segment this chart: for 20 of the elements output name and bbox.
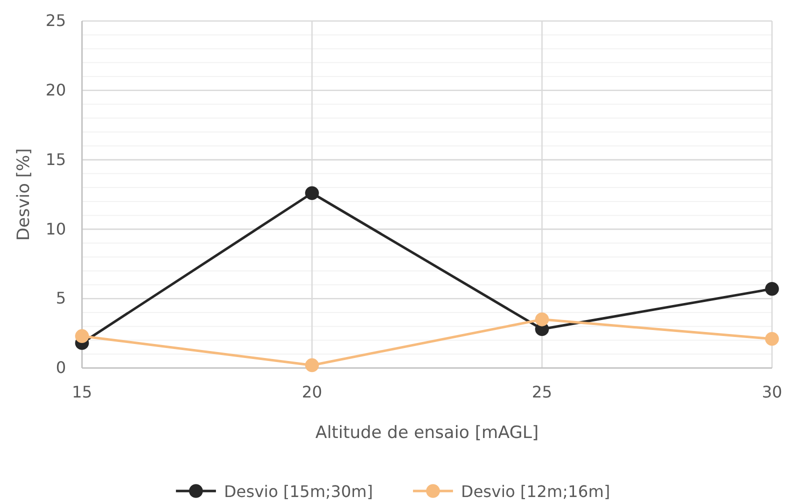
y-tick-label: 25 [46,11,66,30]
x-axis-title: Altitude de ensaio [mAGL] [315,423,539,443]
point [75,329,89,343]
x-tick-label: 30 [762,382,782,402]
point [305,186,319,200]
y-tick-label: 5 [56,288,66,308]
point [765,282,779,296]
x-tick-label: 20 [302,382,322,402]
y-tick-label: 0 [56,358,66,378]
legend-label: Desvio [15m;30m] [224,482,373,501]
point [305,358,319,372]
legend-label: Desvio [12m;16m] [461,482,610,501]
point [765,332,779,346]
x-tick-label: 25 [532,382,552,402]
y-tick-label: 15 [46,150,66,169]
y-tick-label: 20 [46,80,66,100]
point [535,312,549,326]
x-tick-label: 15 [72,382,92,402]
y-tick-label: 10 [46,219,66,238]
y-axis-title: Desvio [%] [14,148,34,241]
